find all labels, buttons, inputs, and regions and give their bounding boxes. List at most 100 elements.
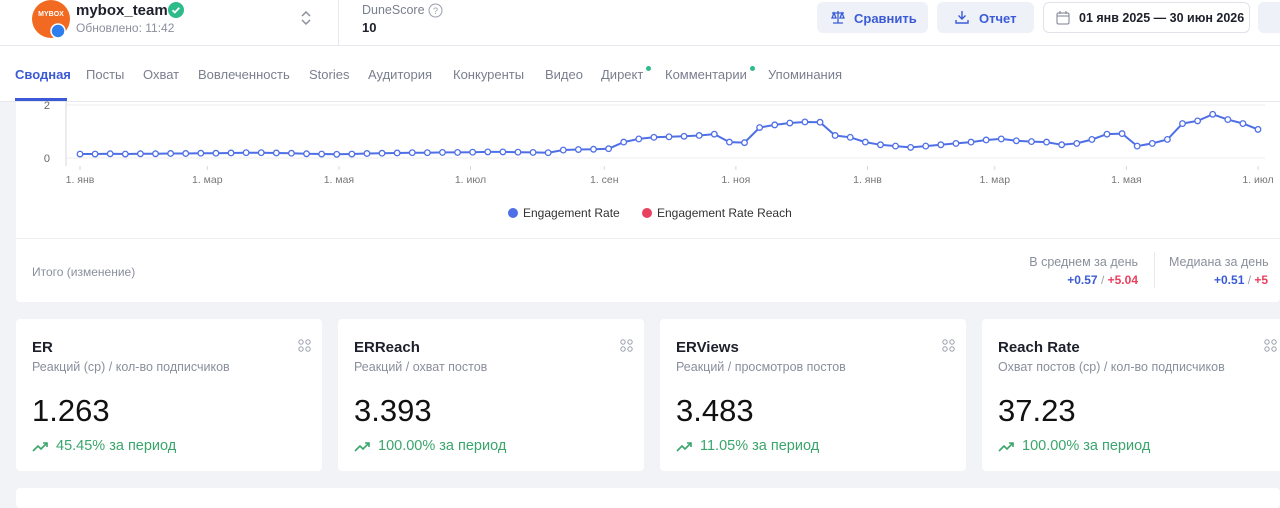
point-marker xyxy=(922,142,930,150)
point-marker xyxy=(197,149,205,157)
point-marker xyxy=(846,133,854,141)
point-marker xyxy=(1043,138,1051,146)
drag-icon[interactable] xyxy=(620,339,634,353)
card-subtitle: Реакций (ср) / кол-во подписчиков xyxy=(32,360,230,374)
next-panel xyxy=(16,488,1280,508)
trend-arrow xyxy=(676,442,692,452)
legend-swatch xyxy=(508,208,518,218)
average-values: +0.57 / +5.04 xyxy=(1067,273,1138,287)
point-marker xyxy=(454,148,462,156)
dot xyxy=(620,346,626,352)
tab[interactable]: Посты xyxy=(86,67,125,82)
more-button[interactable] xyxy=(1258,2,1280,33)
point-marker xyxy=(710,130,718,138)
avatar-text: MYBOX xyxy=(38,11,64,18)
badge-dot xyxy=(750,66,755,71)
point-marker xyxy=(182,150,190,157)
x-tick-label: 1. янв xyxy=(66,174,95,186)
point-marker xyxy=(378,149,386,157)
legend-label: Engagement Rate Reach xyxy=(657,206,792,220)
point-marker xyxy=(952,139,960,147)
point-marker xyxy=(725,138,733,146)
point-marker xyxy=(272,149,280,157)
x-tick-label: 1. мая xyxy=(324,174,354,186)
point-marker xyxy=(287,149,295,157)
point-marker xyxy=(423,149,431,157)
account-name[interactable]: mybox_team xyxy=(76,2,168,19)
info-icon[interactable]: ? xyxy=(428,3,443,18)
point-marker xyxy=(303,150,310,158)
point-marker xyxy=(1224,116,1232,124)
switch-icon[interactable] xyxy=(299,9,313,27)
verified-icon xyxy=(168,2,184,18)
point-marker xyxy=(1209,110,1217,118)
tab[interactable]: Конкуренты xyxy=(453,67,525,82)
point-marker xyxy=(574,146,582,153)
tab[interactable]: Комментарии xyxy=(665,67,747,82)
point-marker xyxy=(1179,120,1186,127)
tab[interactable]: Охват xyxy=(143,67,180,82)
tab[interactable]: Stories xyxy=(309,67,350,82)
point-marker xyxy=(1012,137,1020,145)
tab[interactable]: Упоминания xyxy=(768,67,843,82)
compare-button[interactable]: Сравнить xyxy=(817,2,928,33)
report-button[interactable]: Отчет xyxy=(937,2,1034,33)
trend-arrow xyxy=(32,442,48,452)
point-marker xyxy=(257,149,265,157)
tab-bar: Сводная Посты Охват Вовлеченность Stories Ауд… xyxy=(0,46,1280,102)
score-label: DuneScore xyxy=(362,3,425,17)
point-marker xyxy=(590,145,597,153)
dot xyxy=(1271,339,1277,345)
point-marker xyxy=(363,150,371,157)
dot xyxy=(1271,346,1277,352)
dot xyxy=(949,346,955,352)
average-first: +0.57 xyxy=(1067,273,1098,287)
legend-item[interactable]: Engagement Rate Reach xyxy=(642,206,792,220)
point-marker xyxy=(136,150,144,158)
card-change: 100.00% за период xyxy=(378,438,507,454)
card-value: 37.23 xyxy=(998,393,1076,428)
metric-card: Reach Rate Охват постов (ср) / кол-во под… xyxy=(982,319,1280,471)
dot xyxy=(305,346,311,352)
drag-icon[interactable] xyxy=(942,339,956,353)
x-tick-label: 1. янв xyxy=(853,174,882,186)
average-title: В среднем за день xyxy=(1029,255,1138,269)
dot xyxy=(942,339,948,345)
average-second: +5.04 xyxy=(1107,273,1138,287)
summary-label: Итого (изменение) xyxy=(32,265,136,279)
divider xyxy=(16,238,1280,239)
tab[interactable]: Аудитория xyxy=(368,67,433,82)
point-marker xyxy=(892,142,899,150)
dot xyxy=(949,339,955,345)
avatar[interactable]: MYBOX xyxy=(32,0,72,40)
tab[interactable]: Вовлеченность xyxy=(198,67,290,82)
point-marker xyxy=(605,145,613,153)
separator: / xyxy=(1100,273,1105,287)
point-marker xyxy=(907,143,915,151)
point-marker xyxy=(876,141,884,149)
point-marker xyxy=(635,135,643,143)
dot xyxy=(305,339,311,345)
drag-icon[interactable] xyxy=(1264,339,1278,353)
card-title: Reach Rate xyxy=(998,339,1080,356)
point-marker xyxy=(1103,130,1111,138)
drag-icon[interactable] xyxy=(298,339,312,353)
legend-item[interactable]: Engagement Rate xyxy=(508,206,620,220)
point-marker xyxy=(242,149,250,157)
score-value: 10 xyxy=(362,20,377,35)
card-change: 45.45% за период xyxy=(56,438,177,454)
tab[interactable]: Сводная xyxy=(15,67,71,82)
point-marker xyxy=(756,124,764,131)
date-range-button[interactable]: 01 янв 2025 — 30 июн 2026 xyxy=(1043,2,1250,33)
legend-label: Engagement Rate xyxy=(523,206,620,220)
date-range: 01 янв 2025 — 30 июн 2026 xyxy=(1079,11,1245,25)
tab[interactable]: Директ xyxy=(601,67,644,82)
tab[interactable]: Видео xyxy=(545,67,583,82)
point-marker xyxy=(680,132,688,140)
compare-label: Сравнить xyxy=(854,11,917,26)
tab-underline xyxy=(15,98,67,101)
point-marker xyxy=(831,132,839,139)
point-marker xyxy=(76,150,84,158)
